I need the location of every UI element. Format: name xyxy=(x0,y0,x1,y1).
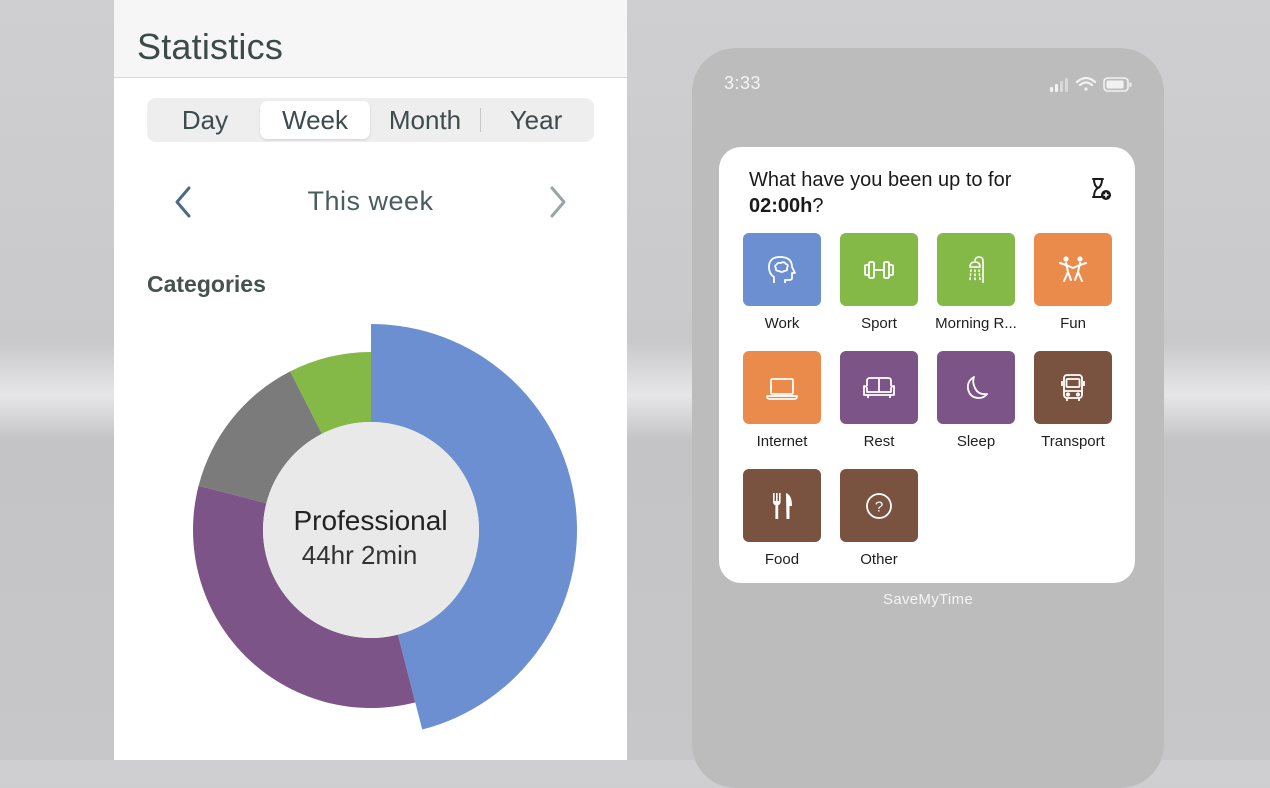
svg-text:?: ? xyxy=(875,498,883,515)
category-label: Rest xyxy=(863,433,895,450)
period-segmented-control: Day Week Month Year xyxy=(147,98,594,142)
statistics-header: Statistics xyxy=(114,0,627,78)
shower-icon xyxy=(969,255,984,283)
question-time: 02:00h xyxy=(749,195,813,217)
dancing-icon xyxy=(1059,255,1087,282)
fork-knife-icon xyxy=(773,492,792,519)
donut-center-title: Professional xyxy=(293,505,448,536)
category-label: Transport xyxy=(1041,433,1105,450)
question-suffix: ? xyxy=(812,195,824,217)
brain-icon xyxy=(768,255,796,283)
period-day[interactable]: Day xyxy=(181,105,229,135)
category-food[interactable]: Food xyxy=(733,469,831,569)
category-sport[interactable]: Sport xyxy=(830,233,928,333)
category-rest-tile xyxy=(840,351,918,424)
moon-icon xyxy=(966,375,988,399)
status-bar-time: 3:33 xyxy=(724,73,762,93)
laptop-icon xyxy=(766,377,798,400)
period-week[interactable]: Week xyxy=(260,101,370,139)
category-transport[interactable]: Transport xyxy=(1024,351,1122,451)
category-morning-routine[interactable]: Morning R... xyxy=(927,233,1025,333)
question-icon: ? xyxy=(866,492,892,519)
category-sleep[interactable]: Sleep xyxy=(927,351,1025,451)
category-label: Sport xyxy=(861,315,897,332)
category-transport-tile xyxy=(1034,351,1112,424)
hourglass-plus-icon xyxy=(1092,178,1111,200)
category-sport-tile xyxy=(840,233,918,306)
category-morning-routine-tile xyxy=(937,233,1015,306)
donut-segment-1[interactable] xyxy=(192,485,416,708)
donut-center-value: 44hr 2min xyxy=(301,540,418,570)
category-food-tile xyxy=(743,469,821,542)
question-prefix: What have you been up to for xyxy=(749,169,1012,191)
widget-question: What have you been up to for 02:00h? xyxy=(749,167,1069,219)
category-internet[interactable]: Internet xyxy=(733,351,831,451)
category-fun[interactable]: Fun xyxy=(1024,233,1122,333)
chevron-left-icon xyxy=(175,186,191,218)
category-other-tile: ? xyxy=(840,469,918,542)
widget-app-caption: SaveMyTime xyxy=(883,591,973,608)
category-label: Fun xyxy=(1060,315,1086,332)
donut-center xyxy=(263,422,479,638)
next-week-button[interactable] xyxy=(542,184,572,220)
category-label: Internet xyxy=(756,433,808,450)
segment-divider xyxy=(480,108,481,132)
category-fun-tile xyxy=(1034,233,1112,306)
dumbbell-icon xyxy=(864,260,894,279)
category-label: Other xyxy=(860,551,898,568)
period-month[interactable]: Month xyxy=(388,105,462,135)
status-bar-icons xyxy=(1050,76,1132,92)
week-navigator: This week xyxy=(147,170,594,234)
category-label: Work xyxy=(764,315,800,332)
wifi-icon xyxy=(1075,76,1097,91)
sofa-icon xyxy=(863,376,895,398)
category-work[interactable]: Work xyxy=(733,233,831,333)
statistics-screen: Statistics Day Week Month Year This week… xyxy=(114,0,627,760)
category-work-tile xyxy=(743,233,821,306)
page-title: Statistics xyxy=(137,26,284,67)
category-rest[interactable]: Rest xyxy=(830,351,928,451)
donut-svg xyxy=(192,324,577,730)
phone-home-screen: 3:33 What have you been up to for 02:00h… xyxy=(692,48,1164,788)
previous-week-button[interactable] xyxy=(169,184,199,220)
categories-donut-chart: Professional 44hr 2min xyxy=(114,300,627,760)
week-label: This week xyxy=(307,186,434,216)
category-label: Morning R... xyxy=(935,315,1017,332)
category-other[interactable]: ? Other xyxy=(830,469,928,569)
chevron-right-icon xyxy=(550,186,566,218)
category-label: Food xyxy=(764,551,800,568)
categories-heading: Categories xyxy=(147,271,266,297)
battery-icon xyxy=(1103,77,1132,92)
category-label: Sleep xyxy=(956,433,996,450)
donut-segment-0[interactable] xyxy=(371,324,577,730)
cellular-signal-icon xyxy=(1050,78,1068,92)
donut-segment-3[interactable] xyxy=(290,352,371,434)
add-timer-button[interactable] xyxy=(1089,177,1113,203)
donut-segment-2[interactable] xyxy=(198,371,322,504)
category-internet-tile xyxy=(743,351,821,424)
period-year[interactable]: Year xyxy=(509,105,563,135)
category-sleep-tile xyxy=(937,351,1015,424)
activity-widget: What have you been up to for 02:00h? Wor… xyxy=(719,147,1135,583)
bus-icon xyxy=(1061,373,1085,401)
